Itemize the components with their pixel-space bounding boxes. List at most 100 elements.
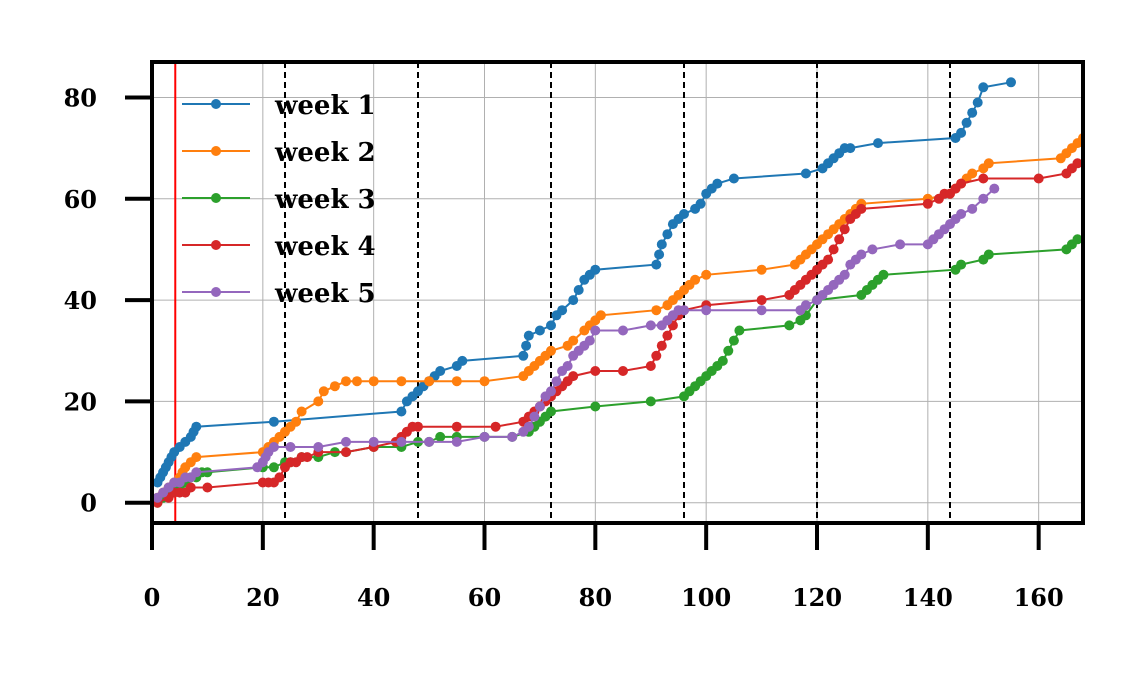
series-2-point bbox=[756, 264, 767, 275]
series-1-point bbox=[191, 421, 202, 432]
series-3-point bbox=[728, 335, 739, 346]
series-3-point bbox=[1072, 234, 1083, 245]
series-4-point bbox=[656, 340, 667, 351]
series-4-point bbox=[839, 224, 850, 235]
legend-swatch-marker bbox=[211, 287, 221, 297]
series-5-point bbox=[967, 203, 978, 214]
series-5-point bbox=[978, 193, 989, 204]
x-tick-label: 100 bbox=[681, 583, 731, 612]
series-5-point bbox=[590, 325, 601, 336]
series-5-point bbox=[534, 401, 545, 412]
series-4-point bbox=[202, 482, 213, 493]
series-1-point bbox=[656, 239, 667, 250]
x-tick-label: 0 bbox=[144, 583, 161, 612]
series-1-point bbox=[978, 82, 989, 93]
series-5-point bbox=[451, 436, 462, 447]
series-1-point bbox=[546, 320, 556, 331]
series-2-point bbox=[595, 310, 606, 321]
series-5 bbox=[152, 183, 1000, 503]
series-2-point bbox=[967, 168, 978, 179]
series-4-point bbox=[823, 254, 834, 265]
legend-item-4: week 4 bbox=[182, 232, 376, 262]
series-4-point bbox=[956, 178, 967, 189]
series-2-point bbox=[341, 376, 351, 387]
series-2-point bbox=[651, 305, 662, 316]
series bbox=[152, 77, 1083, 508]
x-tick-label: 140 bbox=[903, 583, 953, 612]
y-tick-label: 80 bbox=[64, 83, 97, 112]
legend-swatch-marker bbox=[211, 99, 221, 109]
series-5-point bbox=[191, 467, 202, 478]
series-3-point bbox=[723, 345, 734, 356]
series-3-point bbox=[983, 249, 994, 260]
series-2-point bbox=[701, 269, 712, 280]
series-1-point bbox=[679, 209, 689, 219]
series-3-point bbox=[268, 462, 279, 473]
series-4-point bbox=[828, 244, 839, 255]
series-3-point bbox=[546, 406, 556, 417]
series-5-point bbox=[839, 269, 850, 280]
series-1-point bbox=[972, 97, 983, 108]
series-1-point bbox=[534, 325, 545, 336]
legend-swatch-marker bbox=[211, 240, 221, 250]
series-4-point bbox=[490, 421, 501, 432]
legend: week 1 week 2 week 3 week 4 week 5 bbox=[182, 91, 376, 309]
legend-label: week 2 bbox=[274, 138, 376, 168]
legend-item-3: week 3 bbox=[182, 185, 376, 215]
series-5-point bbox=[856, 249, 867, 260]
series-1-point bbox=[435, 366, 446, 376]
series-4-point bbox=[856, 203, 867, 214]
series-3-point bbox=[590, 401, 601, 412]
series-5-point bbox=[546, 386, 556, 397]
series-1-point bbox=[573, 285, 584, 295]
series-5-point bbox=[424, 436, 435, 447]
x-tick-label: 120 bbox=[792, 583, 842, 612]
x-tick-label: 160 bbox=[1014, 583, 1064, 612]
series-2-point bbox=[546, 345, 556, 356]
y-tick-label: 40 bbox=[64, 286, 97, 315]
series-5-point bbox=[989, 183, 1000, 194]
series-5-point bbox=[523, 421, 534, 432]
series-1-point bbox=[518, 350, 529, 361]
series-4-point bbox=[302, 452, 313, 463]
x-tick-label: 60 bbox=[468, 583, 501, 612]
series-4-point bbox=[1072, 158, 1083, 169]
series-2-point bbox=[568, 335, 579, 346]
series-5-point bbox=[867, 244, 878, 255]
series-5-point bbox=[551, 376, 562, 387]
series-1-point bbox=[873, 138, 883, 149]
series-1-point bbox=[557, 305, 568, 316]
series-3-point bbox=[717, 355, 728, 366]
series-1-point bbox=[662, 229, 673, 240]
series-2-point bbox=[318, 386, 329, 397]
series-2-point bbox=[191, 452, 202, 463]
series-5-point bbox=[701, 305, 712, 316]
series-1-point bbox=[457, 355, 468, 366]
series-1-point bbox=[654, 249, 665, 260]
series-4-point bbox=[274, 472, 285, 483]
series-3 bbox=[152, 234, 1083, 508]
series-1-point bbox=[712, 178, 723, 189]
series-2-point bbox=[352, 376, 362, 387]
series-5-point bbox=[562, 361, 573, 371]
x-tick-label: 20 bbox=[246, 583, 279, 612]
series-2-point bbox=[690, 274, 701, 285]
series-5-point bbox=[645, 320, 656, 331]
series-5-point bbox=[529, 411, 540, 422]
series-5-point bbox=[507, 431, 518, 442]
series-5-point bbox=[479, 431, 490, 442]
series-5-point bbox=[285, 442, 296, 452]
series-4-point bbox=[922, 198, 933, 209]
series-1-point bbox=[268, 416, 279, 427]
legend-label: week 4 bbox=[274, 232, 376, 262]
series-1-point bbox=[845, 143, 856, 154]
series-3-point bbox=[784, 320, 795, 331]
series-3-point bbox=[645, 396, 656, 407]
series-4-point bbox=[1033, 173, 1044, 184]
series-5-point bbox=[679, 305, 689, 316]
series-4-point bbox=[185, 482, 196, 493]
y-tick-label: 0 bbox=[80, 489, 97, 518]
x-tick-label: 80 bbox=[579, 583, 612, 612]
series-5-point bbox=[368, 436, 379, 447]
y-tick-label: 20 bbox=[64, 387, 97, 416]
